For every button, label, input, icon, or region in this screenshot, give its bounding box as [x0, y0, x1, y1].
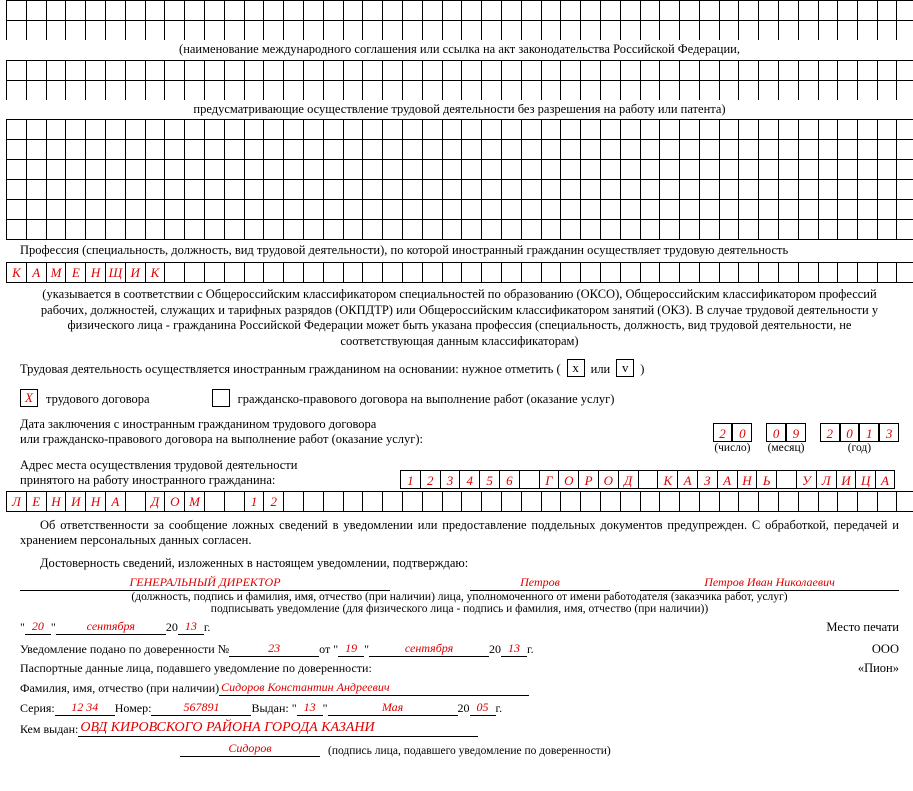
profession-cell	[164, 263, 184, 282]
profession-cell: Щ	[105, 263, 125, 282]
final-sig-row: Сидоров (подпись лица, подавшего уведомл…	[6, 739, 913, 759]
checkbox-trud[interactable]: Х	[20, 389, 38, 407]
note-1: (наименование международного соглашения …	[6, 40, 913, 60]
seal-label: Место печати	[826, 620, 899, 635]
profession-cell	[877, 263, 897, 282]
profession-cell	[362, 263, 382, 282]
profession-cell: К	[145, 263, 165, 282]
passport-title-row: Паспортные данные лица, подавшего уведом…	[6, 659, 913, 678]
profession-cell	[481, 263, 501, 282]
profession-cell: Н	[85, 263, 105, 282]
responsibility-text: Об ответственности за сообщение ложных с…	[6, 512, 913, 552]
profession-cell	[837, 263, 857, 282]
profession-cell	[244, 263, 264, 282]
confirm-text: Достоверность сведений, изложенных в нас…	[6, 552, 913, 575]
label-trud: трудового договора	[38, 392, 162, 407]
profession-cell: Е	[65, 263, 85, 282]
profession-cell	[699, 263, 719, 282]
grid-section-top: (наименование международного соглашения …	[6, 0, 913, 240]
passport-row: Серия: 12 34 Номер: 567891 Выдан: " 13 "…	[6, 698, 913, 718]
profession-cell	[442, 263, 462, 282]
profession-grid: КАМЕНЩИК	[6, 262, 913, 283]
fio-row: Фамилия, имя, отчество (при наличии) Сид…	[6, 678, 913, 698]
address-row-2: ЛЕНИНАДОМ12	[6, 491, 913, 512]
profession-label: Профессия (специальность, должность, вид…	[6, 240, 913, 262]
profession-cell: К	[6, 263, 26, 282]
dov-row: Уведомление подано по доверенности № 23 …	[6, 639, 913, 659]
profession-cell	[501, 263, 521, 282]
profession-note: (указывается в соответствии с Общероссий…	[6, 283, 913, 354]
position-field: ГЕНЕРАЛЬНЫЙ ДИРЕКТОР	[20, 575, 390, 591]
signature-row: ГЕНЕРАЛЬНЫЙ ДИРЕКТОР Петров Петров Иван …	[6, 575, 913, 591]
profession-cell	[758, 263, 778, 282]
profession-cell	[204, 263, 224, 282]
profession-cell	[422, 263, 442, 282]
profession-cell	[620, 263, 640, 282]
sign-date-row: "20" сентября 2013 г. Место печати	[6, 615, 913, 639]
profession-cell	[659, 263, 679, 282]
profession-cell	[184, 263, 204, 282]
profession-cell	[382, 263, 402, 282]
profession-cell	[560, 263, 580, 282]
profession-cell	[521, 263, 541, 282]
label-gpd: гражданско-правового договора на выполне…	[230, 392, 615, 407]
profession-cell	[461, 263, 481, 282]
mark-x: x	[567, 359, 585, 377]
date-section: Дата заключения с иностранным гражданино…	[6, 413, 913, 454]
profession-cell: И	[125, 263, 145, 282]
signature-field: Петров	[470, 575, 610, 591]
basis-line: Трудовая деятельность осуществляется ино…	[6, 353, 913, 383]
sig-caption-1: (должность, подпись и фамилия, имя, отче…	[6, 591, 913, 603]
mark-v: v	[616, 359, 634, 377]
note-2: предусматривающие осуществление трудовой…	[6, 100, 913, 120]
profession-cell	[640, 263, 660, 282]
profession-cell	[303, 263, 323, 282]
profession-cell	[541, 263, 561, 282]
profession-cell	[679, 263, 699, 282]
profession-cell	[580, 263, 600, 282]
profession-cell: А	[26, 263, 46, 282]
contract-type-line: Х трудового договора гражданско-правовог…	[6, 383, 913, 413]
profession-cell: М	[46, 263, 66, 282]
profession-cell	[283, 263, 303, 282]
profession-cell	[778, 263, 798, 282]
profession-cell	[719, 263, 739, 282]
checkbox-gpd[interactable]	[212, 389, 230, 407]
profession-cell	[263, 263, 283, 282]
date-day: 20	[713, 423, 753, 442]
issued-by-row: Кем выдан: ОВД КИРОВСКОГО РАЙОНА ГОРОДА …	[6, 718, 913, 739]
profession-cell	[857, 263, 877, 282]
fio-field: Петров Иван Николаевич	[640, 575, 899, 591]
address-section: Адрес места осуществления трудовой деяте…	[6, 454, 913, 489]
date-year: 2013	[820, 423, 899, 442]
profession-cell	[224, 263, 244, 282]
address-row-1: 123456ГОРОДКАЗАНЬУЛИЦА	[400, 458, 913, 489]
org-2: «Пион»	[858, 661, 899, 676]
profession-cell	[738, 263, 758, 282]
sig-caption-2: подписывать уведомление (для физического…	[6, 603, 913, 615]
profession-cell	[402, 263, 422, 282]
profession-cell	[343, 263, 363, 282]
profession-cell	[818, 263, 838, 282]
profession-cell	[798, 263, 818, 282]
org-1: ООО	[872, 642, 899, 657]
date-month: 09	[766, 423, 806, 442]
profession-cell	[600, 263, 620, 282]
profession-cell	[323, 263, 343, 282]
